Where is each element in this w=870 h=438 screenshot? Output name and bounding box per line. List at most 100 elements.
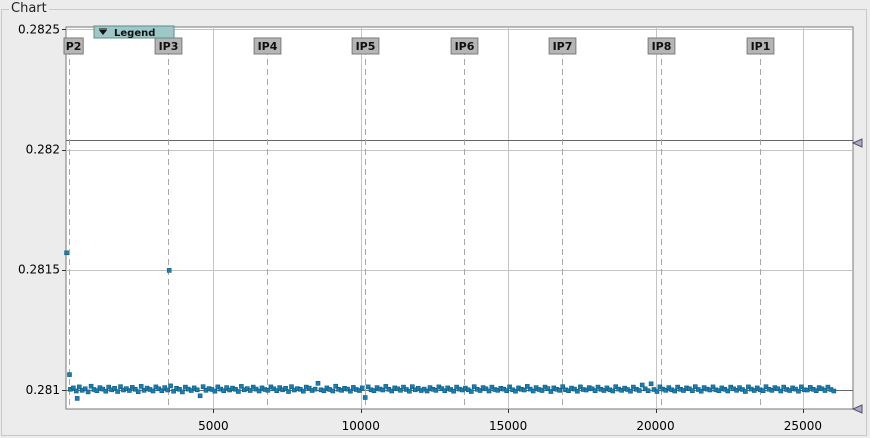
data-point (247, 388, 253, 393)
data-point (716, 388, 722, 394)
data-point (221, 388, 226, 394)
data-point (524, 384, 530, 389)
data-point (796, 388, 801, 394)
data-point (787, 388, 792, 393)
chart-panel (1, 9, 867, 436)
data-point (831, 388, 837, 394)
data-point (236, 389, 241, 394)
data-point (212, 388, 218, 394)
data-point (177, 386, 182, 392)
data-point (274, 388, 280, 394)
marker-labels: P2 IP3 IP4 IP5 IP6 IP7 IP8 IP1 (63, 37, 775, 55)
y-tick-label: 0.2825 (18, 22, 60, 36)
range-handle-bottom[interactable] (851, 404, 863, 414)
data-point (306, 385, 312, 391)
data-point (88, 383, 94, 389)
data-point (330, 388, 336, 394)
data-point (743, 389, 748, 394)
marker-ip8: IP8 (647, 37, 676, 55)
data-point (451, 388, 456, 394)
marker-box (450, 37, 479, 55)
data-point (769, 387, 775, 393)
marker-ip5: IP5 (351, 37, 380, 55)
data-point (734, 387, 739, 393)
data-point (85, 389, 91, 395)
panel-title: Chart (9, 1, 49, 16)
data-point (707, 387, 713, 393)
data-point (560, 384, 566, 390)
data-point (312, 386, 318, 392)
data-point (315, 380, 321, 386)
x-tick-label: 15000 (489, 419, 527, 433)
data-point (333, 383, 339, 389)
data-point (610, 388, 616, 394)
marker-label: IP8 (652, 40, 672, 53)
data-point (468, 389, 474, 394)
data-point (239, 384, 244, 389)
data-point (690, 388, 695, 394)
chevron-down-icon (99, 30, 107, 35)
marker-p2: P2 (63, 37, 84, 55)
data-points (64, 250, 837, 401)
data-point (822, 388, 828, 393)
data-point (592, 388, 598, 394)
data-point (133, 386, 138, 392)
data-point (477, 388, 483, 393)
data-point (138, 384, 144, 389)
data-point (74, 396, 80, 401)
data-point (521, 387, 527, 393)
data-point (548, 389, 554, 394)
data-point (286, 389, 291, 394)
marker-box (351, 37, 380, 55)
x-tick-label: 10000 (342, 419, 380, 433)
data-point (200, 384, 206, 390)
data-point (698, 388, 704, 394)
data-point (103, 388, 109, 394)
marker-box (63, 37, 84, 55)
data-point (613, 384, 619, 390)
data-point (672, 388, 678, 394)
data-point (194, 387, 200, 393)
data-point (628, 388, 633, 394)
data-point (681, 388, 686, 393)
data-point (118, 384, 123, 390)
data-point (362, 395, 368, 400)
data-point (180, 389, 185, 395)
plot-area[interactable] (65, 26, 854, 410)
data-point (489, 384, 495, 390)
marker-ip3: IP3 (154, 37, 183, 55)
legend-toggle[interactable]: Legend (93, 25, 175, 39)
data-point (825, 384, 831, 390)
data-point (71, 385, 76, 391)
marker-label: IP7 (553, 40, 573, 53)
data-point (94, 388, 100, 394)
data-point (663, 387, 669, 393)
data-point (289, 384, 294, 390)
data-point (74, 388, 79, 394)
data-point (751, 388, 757, 393)
y-tick-label: 0.282 (26, 143, 60, 157)
range-handle-top[interactable] (851, 138, 863, 148)
data-point (566, 388, 571, 394)
data-point (760, 388, 766, 394)
marker-box (548, 37, 577, 55)
data-point (127, 388, 132, 393)
data-point (648, 381, 654, 387)
data-point (504, 388, 510, 394)
data-point (710, 384, 716, 390)
x-axis-ticks: 5000 10000 15000 20000 25000 (198, 409, 822, 433)
marker-ip1: IP1 (746, 37, 775, 55)
data-point (539, 388, 545, 393)
data-point (636, 388, 642, 393)
data-point (424, 388, 430, 394)
data-point (575, 388, 580, 394)
data-point (433, 387, 439, 393)
data-point (67, 372, 72, 377)
data-point (799, 384, 804, 390)
data-point (383, 384, 389, 389)
data-point (507, 384, 512, 390)
marker-label: P2 (66, 40, 82, 53)
data-point (106, 384, 111, 390)
data-point (513, 388, 518, 394)
